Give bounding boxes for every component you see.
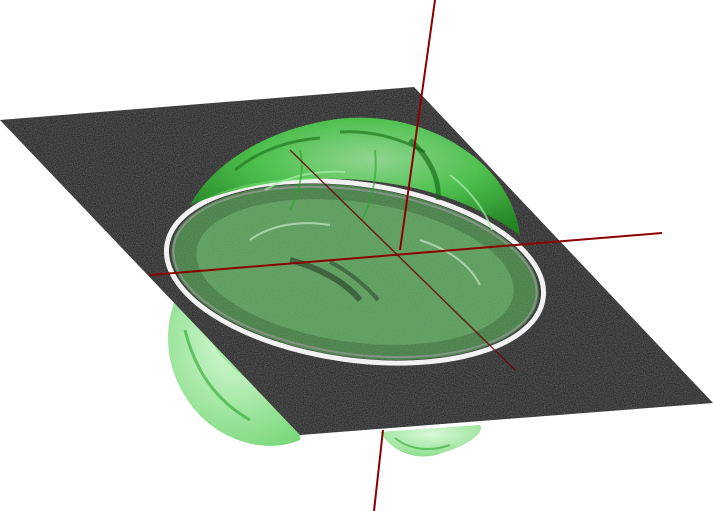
skull-contour [163, 178, 547, 366]
axis-depth [289, 149, 516, 371]
axis-horizontal [149, 232, 663, 276]
crosshair-axes [149, 0, 663, 371]
axis-vertical-upper [399, 0, 436, 251]
axis-vertical-lower [373, 429, 384, 511]
brain-lower-volume [167, 300, 481, 457]
brain-slice-section [171, 183, 539, 361]
